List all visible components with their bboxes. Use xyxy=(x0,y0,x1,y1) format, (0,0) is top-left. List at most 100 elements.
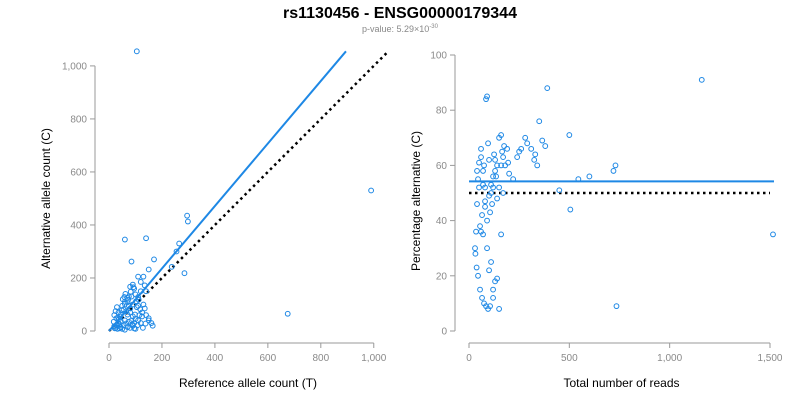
data-point xyxy=(480,231,486,238)
data-point xyxy=(487,209,493,216)
data-point xyxy=(168,263,175,270)
data-point xyxy=(500,154,507,161)
y-tick-label: 0 xyxy=(441,327,447,338)
data-point xyxy=(504,145,511,152)
data-point xyxy=(613,303,620,310)
data-point xyxy=(514,154,521,161)
data-point xyxy=(482,198,488,205)
data-point xyxy=(184,218,191,225)
data-point xyxy=(487,303,493,310)
data-point xyxy=(501,143,508,149)
data-point xyxy=(485,140,491,147)
y-tick-label: 1,000 xyxy=(62,61,87,72)
data-point xyxy=(528,145,535,152)
data-point xyxy=(121,301,128,307)
data-point xyxy=(129,321,136,328)
reference-line xyxy=(108,51,388,332)
data-point xyxy=(137,306,144,313)
data-point xyxy=(142,320,149,327)
data-point xyxy=(475,272,481,279)
data-point xyxy=(567,206,574,213)
data-point xyxy=(476,159,482,166)
x-tick-label: 200 xyxy=(154,353,171,364)
data-point xyxy=(127,309,134,316)
data-point xyxy=(770,231,776,238)
data-point xyxy=(492,156,498,163)
y-tick-label: 40 xyxy=(436,216,448,227)
y-tick-label: 400 xyxy=(70,220,87,231)
x-tick-label: 600 xyxy=(260,353,277,364)
pvalue-exponent: -30 xyxy=(429,24,438,30)
data-point xyxy=(498,231,505,238)
data-point xyxy=(490,294,496,301)
data-point xyxy=(479,294,485,301)
data-point xyxy=(473,264,480,271)
data-point xyxy=(566,132,573,138)
data-point xyxy=(137,279,144,285)
x-tick-label: 0 xyxy=(466,353,472,364)
data-point xyxy=(135,273,142,280)
data-point xyxy=(542,143,549,149)
data-point xyxy=(610,168,617,174)
data-point xyxy=(536,118,543,125)
y-tick-label: 100 xyxy=(430,51,447,62)
data-point xyxy=(122,290,129,297)
data-point xyxy=(492,168,498,174)
data-point xyxy=(476,184,482,191)
data-point xyxy=(500,190,507,196)
data-point xyxy=(522,134,529,141)
y-tick-label: 20 xyxy=(436,271,448,282)
data-point xyxy=(534,162,541,169)
data-point xyxy=(486,156,492,163)
data-point xyxy=(494,195,500,202)
data-point xyxy=(145,266,152,273)
data-point xyxy=(474,168,480,174)
data-point xyxy=(494,275,500,282)
data-point xyxy=(472,250,479,257)
x-tick-label: 1,000 xyxy=(361,353,386,364)
percentage-alternative-scatter-chart: 0 20 40 60 80 100 0 500 1,000 1,500 Total number o… xyxy=(409,51,783,391)
data-point xyxy=(472,245,478,252)
data-point xyxy=(488,259,494,265)
data-point xyxy=(481,162,487,169)
pvalue-text: p-value: 5.29×10 xyxy=(362,24,430,34)
data-point xyxy=(480,168,486,174)
data-point xyxy=(173,248,180,255)
data-point xyxy=(143,235,149,242)
data-point xyxy=(181,270,188,277)
data-point xyxy=(493,173,499,180)
data-point xyxy=(491,151,497,158)
data-point xyxy=(496,306,502,312)
data-point xyxy=(539,137,546,144)
y-axis-title: Alternative allele count (C) xyxy=(39,128,53,269)
data-point xyxy=(484,93,490,100)
data-point xyxy=(127,288,134,295)
data-point xyxy=(484,245,490,252)
data-point xyxy=(478,154,484,161)
y-tick-label: 200 xyxy=(70,273,87,284)
data-point xyxy=(532,151,539,158)
data-point xyxy=(115,309,122,316)
data-point xyxy=(544,85,551,92)
data-point xyxy=(531,156,538,163)
x-axis-title: Total number of reads xyxy=(563,376,679,390)
fit-line xyxy=(108,50,347,332)
allele-count-scatter-chart: 0 200 400 600 800 1,000 0 200 400 600 800 1,000 Refe… xyxy=(39,48,388,390)
data-point xyxy=(368,187,375,194)
data-point xyxy=(184,212,191,219)
x-tick-label: 1,000 xyxy=(657,353,682,364)
x-tick-label: 800 xyxy=(312,353,329,364)
data-point xyxy=(505,159,512,166)
data-point xyxy=(516,148,523,155)
y-tick-label: 60 xyxy=(436,161,448,172)
data-point xyxy=(117,324,124,330)
data-point xyxy=(506,170,513,177)
y-tick-label: 0 xyxy=(81,327,87,338)
y-axis-title: Percentage alternative (C) xyxy=(409,131,423,271)
data-point xyxy=(474,201,480,207)
data-point xyxy=(477,286,483,293)
data-point xyxy=(494,162,500,169)
x-tick-label: 400 xyxy=(207,353,224,364)
data-point xyxy=(128,258,135,265)
